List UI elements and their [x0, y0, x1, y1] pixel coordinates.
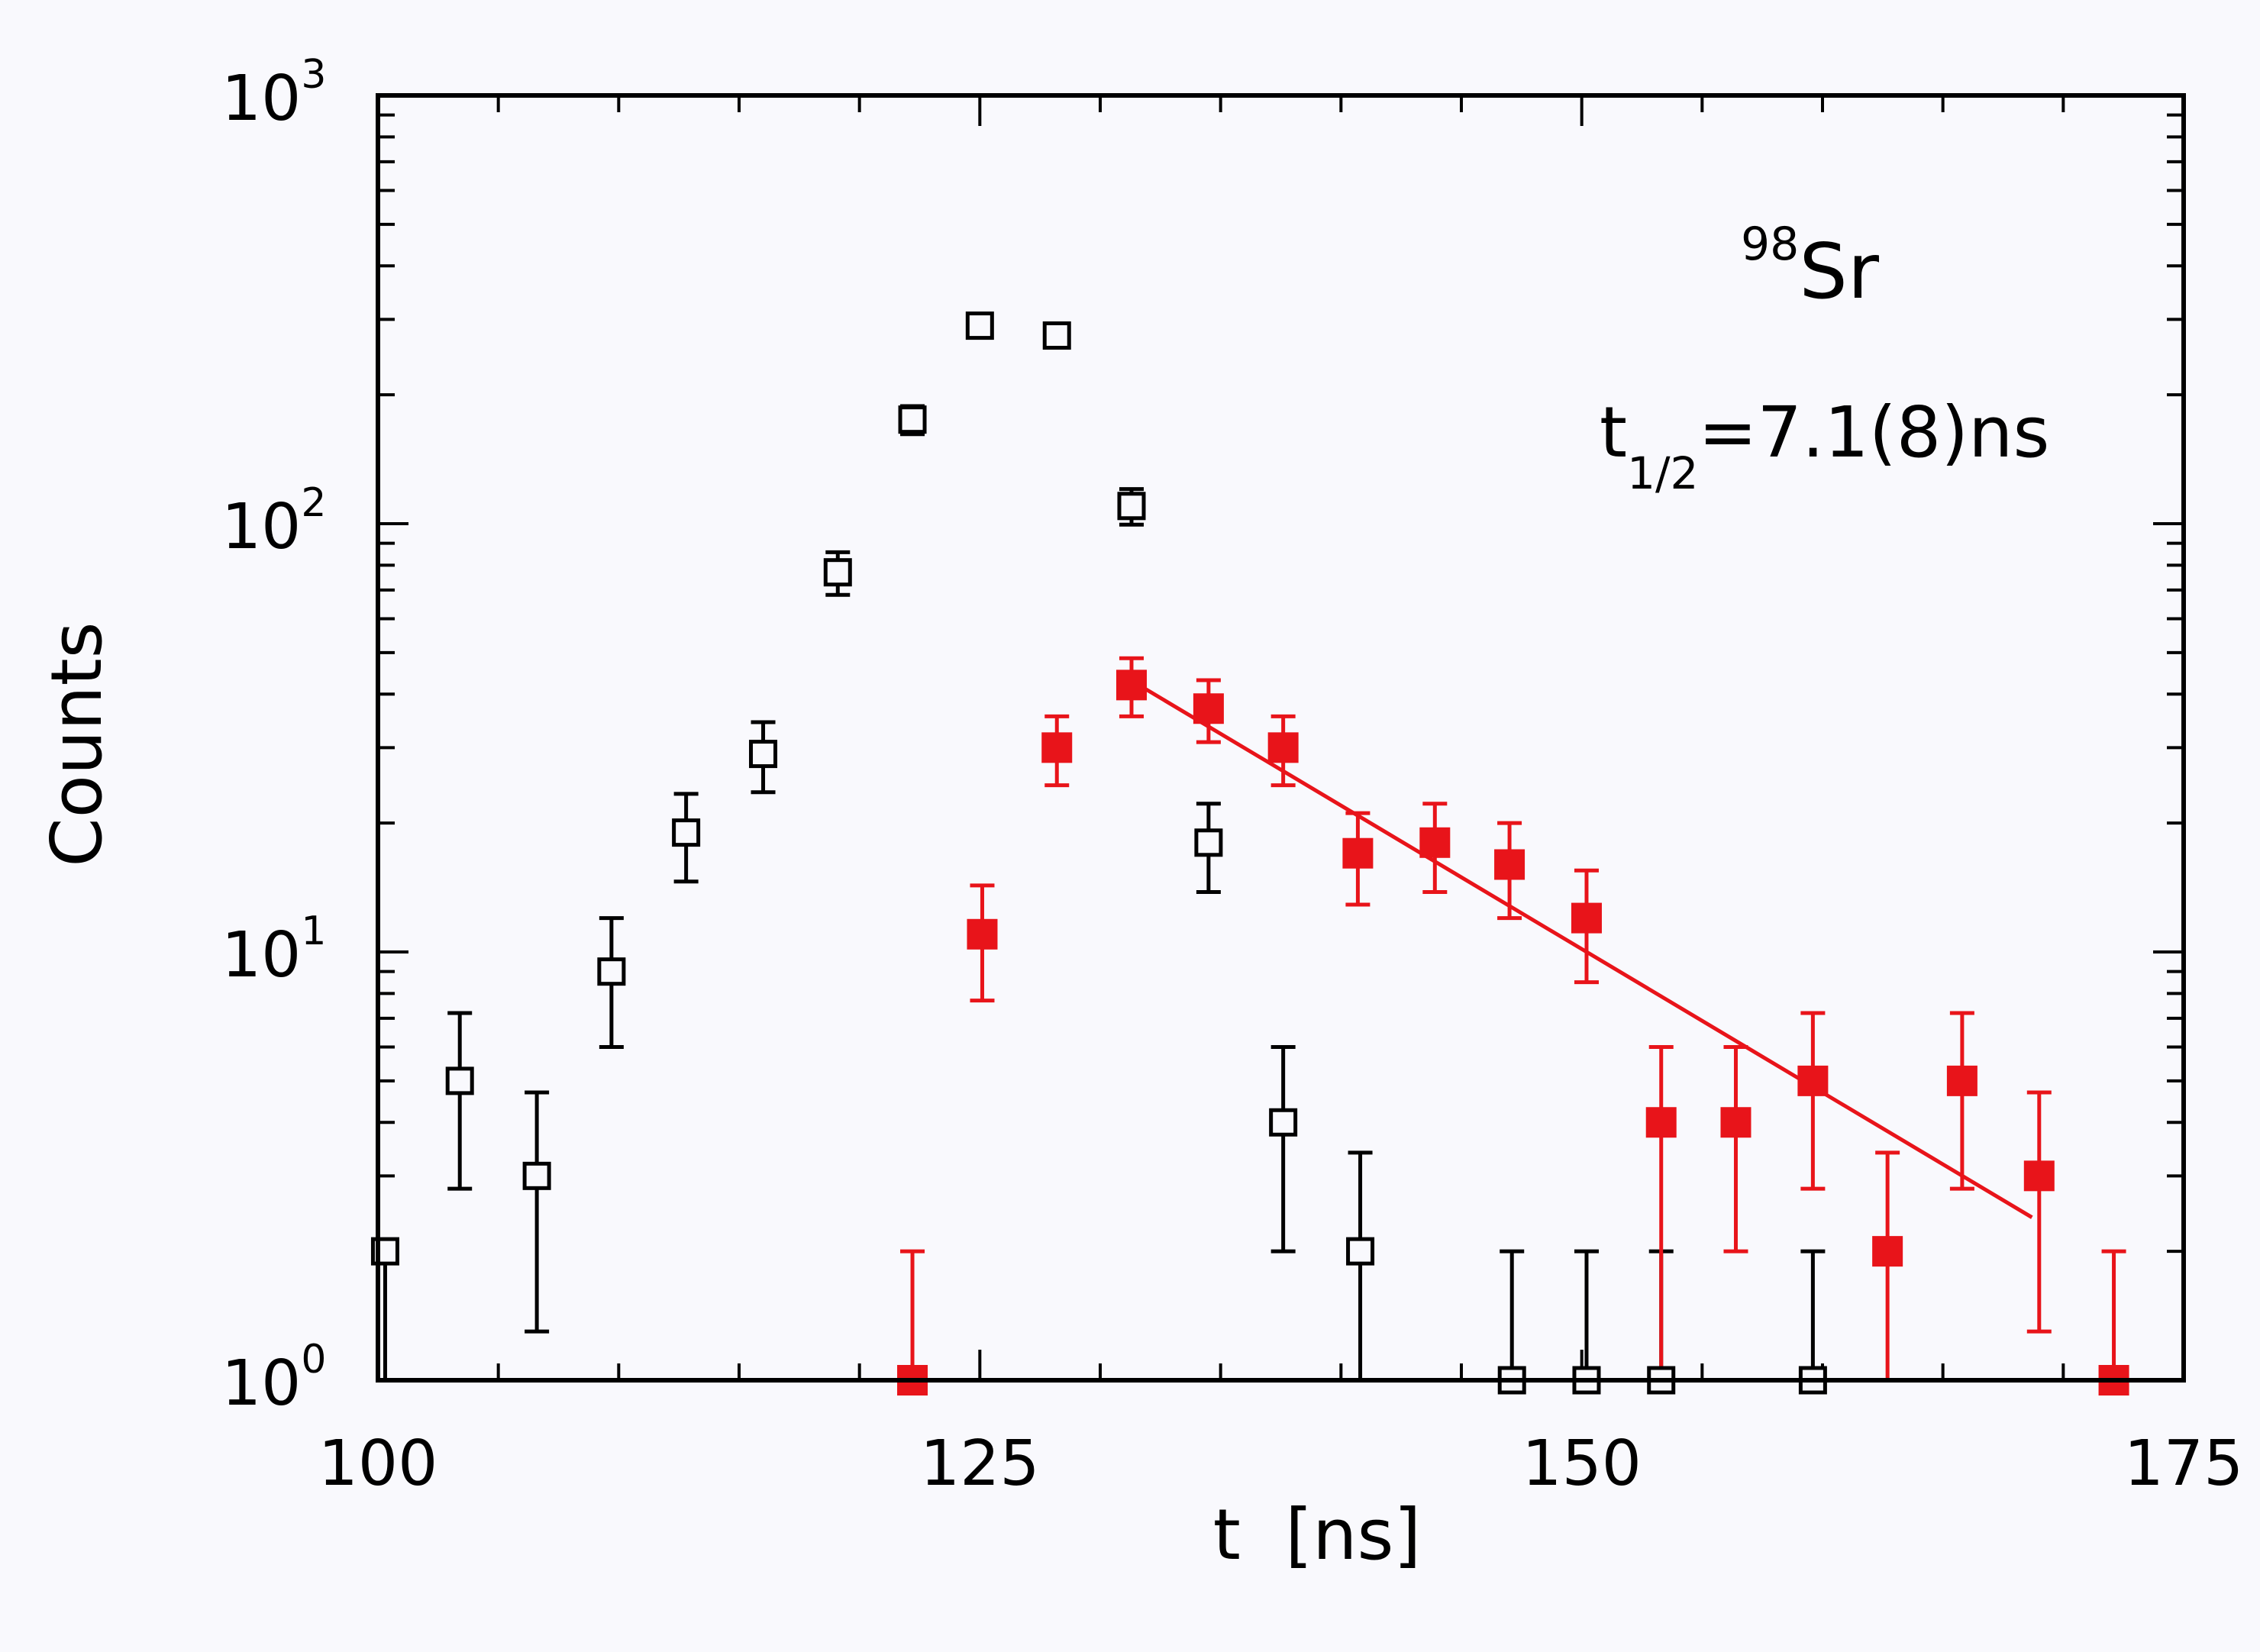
x-axis-title: t [ns]: [1213, 1494, 1422, 1576]
data-point-filled: [967, 918, 998, 950]
axis-ticks: [376, 95, 2185, 1382]
data-point-open: [1269, 1108, 1298, 1137]
data-point-open: [672, 818, 701, 847]
data-point-filled: [1720, 1107, 1752, 1138]
data-point-open: [522, 1161, 551, 1190]
data-point-filled: [1115, 670, 1147, 701]
data-point-open: [1346, 1237, 1375, 1266]
data-point-filled: [1267, 732, 1299, 763]
y-tick-base: 10: [221, 63, 301, 135]
plot-frame: [376, 93, 2186, 1383]
data-point-filled: [2023, 1160, 2055, 1192]
data-point-open: [1117, 492, 1146, 521]
data-point-filled: [1645, 1107, 1677, 1138]
y-tick-label: 102: [221, 480, 326, 563]
y-tick-base: 10: [221, 1347, 301, 1420]
data-point-filled: [1342, 837, 1374, 869]
isotope-mass: 98: [1741, 218, 1799, 271]
halflife-t: t: [1600, 392, 1627, 473]
data-point-filled: [1419, 827, 1451, 858]
y-tick-exponent: 0: [301, 1337, 326, 1383]
data-point-filled: [1494, 849, 1526, 880]
x-tick-label: 125: [920, 1428, 1040, 1500]
x-tick-label: 150: [1522, 1428, 1642, 1500]
isotope-symbol: Sr: [1799, 227, 1879, 316]
data-point-open: [1194, 828, 1223, 857]
y-tick-base: 10: [221, 919, 301, 992]
y-tick-exponent: 1: [301, 908, 326, 954]
data-point-open: [445, 1066, 474, 1095]
data-point-filled: [1797, 1065, 1829, 1096]
halflife-value: =7.1(8)ns: [1698, 392, 2049, 473]
x-tick-label: 100: [318, 1428, 438, 1500]
data-point-open: [823, 558, 852, 587]
halflife-subscript: 1/2: [1627, 447, 1698, 499]
y-tick-label: 103: [221, 52, 326, 135]
y-axis-title: Counts: [36, 621, 118, 866]
data-point-open: [749, 740, 778, 769]
data-point-filled: [1946, 1065, 1978, 1096]
data-point-filled: [1872, 1236, 1903, 1267]
x-tick-label: 175: [2124, 1428, 2244, 1500]
data-point-filled: [1193, 693, 1224, 724]
data-point-open: [597, 957, 626, 986]
y-tick-exponent: 3: [301, 52, 326, 98]
y-tick-base: 10: [221, 491, 301, 563]
data-point-open: [965, 311, 994, 340]
halflife-label: t1/2=7.1(8)ns: [1600, 392, 2049, 499]
data-point-filled: [1571, 902, 1602, 934]
isotope-label: 98Sr: [1741, 218, 1880, 316]
data-point-open: [898, 405, 927, 434]
y-tick-exponent: 2: [301, 480, 326, 526]
y-tick-label: 101: [221, 908, 326, 992]
data-point-open: [1042, 321, 1071, 350]
data-point-filled: [1041, 732, 1073, 763]
y-tick-label: 100: [221, 1337, 326, 1420]
